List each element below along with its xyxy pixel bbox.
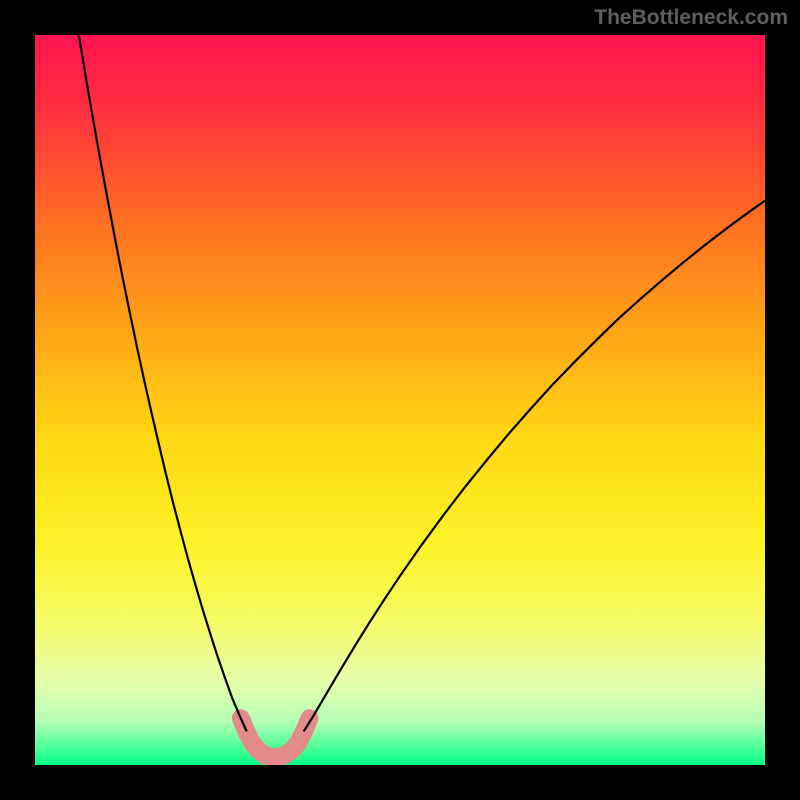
plot-area	[35, 35, 765, 765]
plot-gradient-background	[35, 35, 765, 765]
watermark-text: TheBottleneck.com	[594, 6, 788, 30]
